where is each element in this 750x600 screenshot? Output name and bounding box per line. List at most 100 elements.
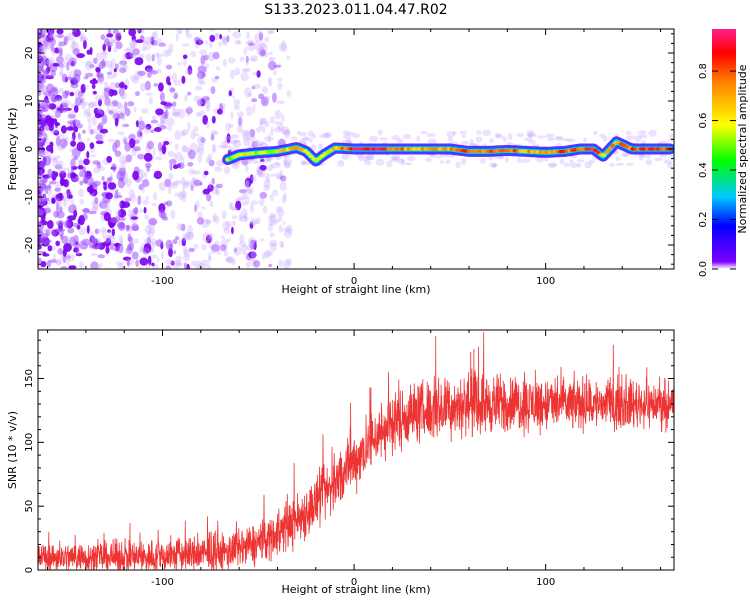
track-halo — [614, 133, 620, 137]
noise-speckle — [64, 90, 70, 95]
noise-speckle — [119, 67, 127, 73]
noise-speckle — [72, 48, 80, 56]
noise-speckle — [111, 228, 116, 237]
noise-speckle — [182, 54, 188, 60]
noise-speckle — [89, 64, 95, 69]
noise-speckle — [208, 181, 212, 189]
noise-speckle — [228, 123, 234, 129]
noise-speckle — [136, 120, 139, 128]
noise-speckle — [143, 37, 153, 45]
noise-speckle — [279, 181, 287, 192]
noise-speckle — [49, 141, 54, 148]
noise-speckle — [101, 51, 107, 55]
noise-speckle — [46, 83, 55, 94]
noise-speckle — [122, 106, 129, 111]
noise-speckle — [184, 232, 192, 241]
noise-speckle — [86, 151, 90, 159]
noise-speckle — [77, 218, 82, 225]
noise-speckle — [65, 255, 72, 259]
noise-speckle — [55, 98, 64, 104]
track-halo — [253, 140, 263, 147]
noise-speckle — [137, 195, 142, 206]
noise-speckle — [275, 206, 283, 212]
snr-y-tick-labels: 0 50 100 150 — [24, 369, 35, 573]
noise-speckle — [72, 29, 81, 38]
noise-speckle — [224, 122, 232, 132]
noise-speckle — [91, 116, 97, 126]
noise-speckle — [110, 58, 116, 69]
noise-speckle — [58, 192, 63, 199]
track-halo — [598, 133, 606, 138]
noise-speckle — [252, 103, 256, 114]
noise-speckle — [254, 139, 258, 150]
noise-speckle — [283, 158, 288, 167]
noise-speckle — [224, 257, 233, 263]
noise-speckle — [124, 142, 132, 152]
track-halo — [461, 158, 467, 165]
noise-speckle — [178, 29, 183, 35]
noise-speckle — [187, 65, 193, 75]
x-tick-label: 0 — [351, 276, 357, 287]
noise-speckle — [104, 200, 109, 204]
noise-speckle — [55, 228, 61, 232]
noise-speckle — [58, 71, 64, 76]
noise-speckle — [234, 67, 241, 76]
track-halo — [625, 135, 636, 140]
noise-speckle — [46, 56, 55, 67]
noise-speckle — [160, 119, 164, 125]
noise-speckle — [118, 202, 122, 208]
track-halo — [460, 140, 470, 145]
noise-speckle — [83, 76, 89, 80]
noise-speckle — [183, 246, 188, 255]
noise-speckle — [60, 177, 65, 186]
noise-speckle — [126, 47, 131, 52]
noise-speckle — [216, 108, 223, 115]
noise-speckle — [219, 33, 223, 40]
track-segment — [595, 150, 601, 155]
noise-speckle — [166, 200, 173, 207]
noise-speckle — [113, 36, 119, 44]
noise-speckle — [163, 140, 170, 146]
noise-speckle — [276, 208, 285, 217]
noise-speckle — [67, 172, 72, 179]
noise-speckle — [226, 133, 231, 144]
noise-speckle — [111, 89, 118, 96]
noise-speckle — [222, 221, 230, 231]
noise-speckle — [206, 234, 212, 244]
noise-speckle — [182, 144, 187, 153]
noise-speckle — [124, 52, 134, 60]
noise-speckle — [188, 247, 195, 253]
noise-speckle — [272, 189, 279, 196]
noise-speckle — [247, 43, 256, 52]
noise-speckle — [239, 189, 247, 194]
noise-speckle — [196, 70, 206, 80]
noise-speckle — [204, 101, 212, 108]
noise-speckle — [50, 229, 55, 236]
track-halo — [488, 138, 495, 144]
noise-speckle — [99, 128, 109, 134]
noise-speckle — [46, 60, 51, 65]
noise-speckle — [119, 222, 126, 230]
noise-speckle — [50, 157, 56, 161]
noise-speckle — [159, 151, 163, 157]
noise-speckle — [119, 60, 128, 66]
noise-speckle — [174, 192, 179, 197]
noise-speckle — [96, 124, 103, 131]
noise-speckle — [124, 101, 128, 111]
track-halo — [455, 161, 461, 169]
noise-speckle — [246, 30, 250, 40]
noise-speckle — [160, 251, 165, 260]
noise-speckle — [244, 163, 249, 173]
noise-speckle — [120, 63, 129, 71]
track-halo — [377, 129, 383, 136]
noise-speckle — [55, 240, 60, 247]
noise-speckle — [238, 116, 243, 127]
noise-speckle — [234, 198, 243, 202]
noise-speckle — [150, 129, 155, 133]
noise-speckle — [256, 70, 261, 78]
noise-speckle — [156, 123, 161, 128]
noise-speckle — [116, 109, 126, 115]
colorbar-gradient — [712, 29, 736, 269]
noise-speckle — [72, 177, 80, 183]
track-halo — [342, 134, 352, 140]
